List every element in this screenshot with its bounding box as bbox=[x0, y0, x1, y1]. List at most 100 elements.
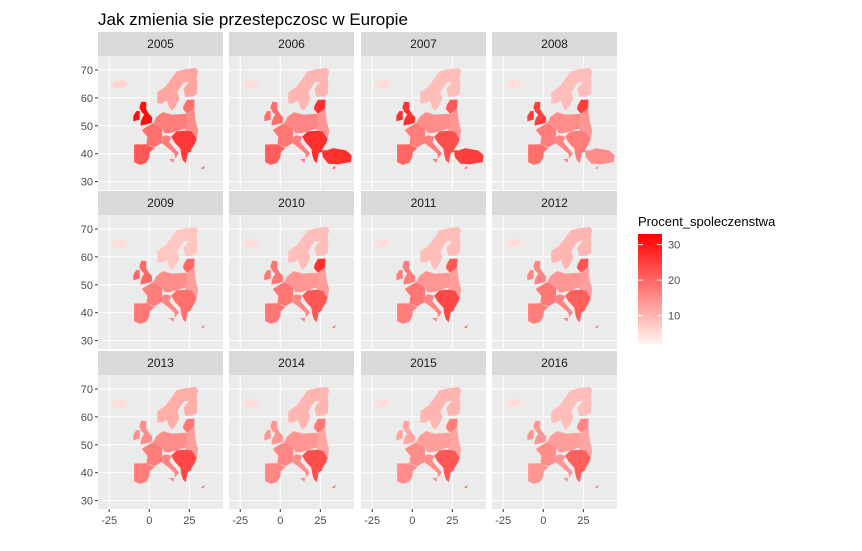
region-iceland bbox=[241, 238, 260, 248]
region-italy bbox=[160, 454, 179, 478]
region-central bbox=[547, 431, 582, 453]
region-baltic bbox=[182, 258, 195, 273]
region-cyprus bbox=[201, 166, 205, 169]
region-iberia bbox=[265, 463, 286, 484]
facet-strip bbox=[98, 32, 223, 56]
region-sicily bbox=[563, 477, 569, 482]
region-iceland bbox=[110, 398, 129, 408]
region-sicily bbox=[300, 158, 306, 163]
region-balkans bbox=[434, 130, 460, 164]
region-italy bbox=[291, 454, 310, 478]
facet-strip bbox=[229, 32, 354, 56]
region-nordic bbox=[157, 226, 199, 270]
region-italy bbox=[291, 135, 310, 159]
region-nordic bbox=[157, 386, 199, 430]
region-iceland bbox=[241, 398, 260, 408]
facet-panel: 2007 bbox=[361, 32, 486, 190]
region-france bbox=[404, 442, 426, 467]
region-france bbox=[404, 282, 426, 307]
region-france bbox=[535, 442, 557, 467]
region-iceland bbox=[504, 238, 523, 248]
region-cyprus bbox=[332, 325, 336, 328]
region-uk bbox=[402, 420, 416, 445]
legend-title: Procent_spoleczenstwa bbox=[638, 214, 776, 229]
region-ireland bbox=[264, 111, 271, 122]
region-iceland bbox=[110, 79, 129, 89]
y-tick-label: 70 bbox=[81, 65, 93, 77]
region-central bbox=[547, 112, 582, 134]
region-nordic bbox=[157, 67, 199, 111]
facet-panel: 2008 bbox=[492, 32, 617, 190]
region-france bbox=[272, 282, 294, 307]
region-iceland bbox=[504, 79, 523, 89]
region-uk bbox=[139, 420, 153, 445]
facet-panel: 2006 bbox=[229, 32, 354, 190]
region-uk bbox=[402, 101, 416, 126]
region-baltic bbox=[576, 99, 589, 114]
region-uk bbox=[533, 101, 547, 126]
map-regions bbox=[110, 67, 205, 169]
facet-panel: 2015 bbox=[361, 351, 486, 509]
region-italy bbox=[554, 454, 573, 478]
region-sicily bbox=[169, 317, 175, 322]
facet-panel: 2005 bbox=[98, 32, 223, 190]
y-tick-label: 30 bbox=[81, 496, 93, 508]
region-balkans bbox=[302, 130, 328, 164]
x-tick-label: -25 bbox=[364, 515, 380, 527]
region-iberia bbox=[397, 144, 418, 165]
region-france bbox=[535, 123, 557, 148]
region-france bbox=[272, 442, 294, 467]
facet-panel: 2012 bbox=[492, 191, 617, 349]
legend: Procent_spoleczenstwa 10 20 30 bbox=[638, 214, 776, 344]
chart-title: Jak zmienia sie przestepczosc w Europie bbox=[98, 10, 408, 29]
region-central bbox=[153, 271, 188, 293]
x-tick-label: 25 bbox=[577, 515, 589, 527]
region-uk bbox=[402, 260, 416, 285]
y-tick-label: 60 bbox=[81, 252, 93, 264]
region-baltic bbox=[313, 418, 326, 433]
region-italy bbox=[160, 135, 179, 159]
region-central bbox=[284, 112, 319, 134]
map-regions bbox=[373, 67, 484, 169]
region-cyprus bbox=[595, 325, 599, 328]
region-central bbox=[416, 271, 451, 293]
facet-label: 2006 bbox=[278, 37, 305, 51]
region-cyprus bbox=[332, 166, 336, 169]
region-east bbox=[448, 426, 462, 458]
facet-panel: 2009 bbox=[98, 191, 223, 349]
y-tick-label: 40 bbox=[81, 149, 93, 161]
region-balkans bbox=[171, 449, 197, 483]
region-iceland bbox=[241, 79, 260, 89]
x-tick-label: -25 bbox=[232, 515, 248, 527]
region-turkey bbox=[584, 148, 615, 165]
region-nordic bbox=[288, 386, 330, 430]
facet-panel: 2014 bbox=[229, 351, 354, 509]
x-tick-label: 0 bbox=[146, 515, 152, 527]
region-uk bbox=[270, 101, 284, 126]
region-iceland bbox=[110, 238, 129, 248]
region-balkans bbox=[565, 130, 591, 164]
region-france bbox=[535, 282, 557, 307]
region-ireland bbox=[527, 111, 534, 122]
region-central bbox=[416, 112, 451, 134]
region-france bbox=[141, 123, 163, 148]
facet-strip bbox=[229, 191, 354, 215]
region-east bbox=[316, 107, 330, 139]
legend-tick-label: 20 bbox=[668, 275, 680, 287]
region-ireland bbox=[264, 270, 271, 281]
region-baltic bbox=[182, 99, 195, 114]
y-tick-label: 60 bbox=[81, 93, 93, 105]
region-balkans bbox=[302, 289, 328, 323]
region-east bbox=[579, 426, 593, 458]
region-iberia bbox=[265, 144, 286, 165]
region-nordic bbox=[420, 226, 462, 270]
region-iberia bbox=[528, 463, 549, 484]
facet-label: 2008 bbox=[541, 37, 568, 51]
facet-label: 2010 bbox=[278, 196, 305, 210]
region-baltic bbox=[445, 258, 458, 273]
region-italy bbox=[423, 294, 442, 318]
region-sicily bbox=[169, 477, 175, 482]
region-nordic bbox=[420, 386, 462, 430]
region-baltic bbox=[576, 418, 589, 433]
region-ireland bbox=[133, 430, 140, 441]
